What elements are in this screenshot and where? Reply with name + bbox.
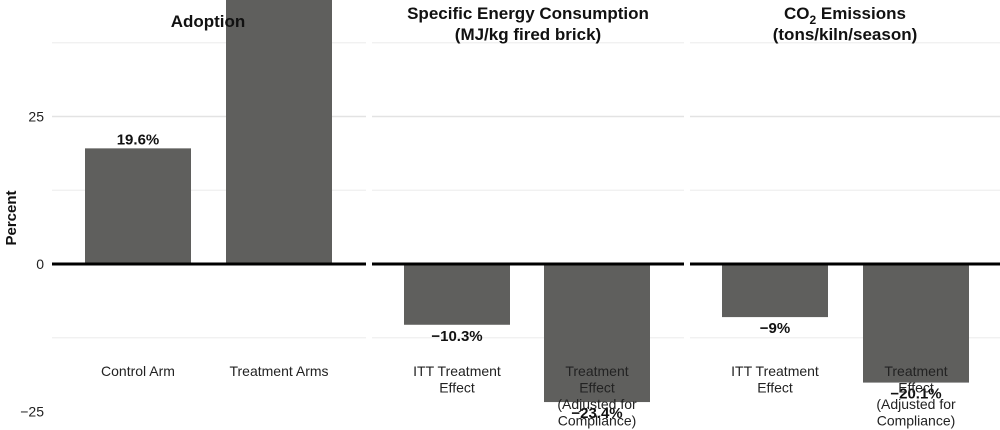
panel-separator [366,0,372,430]
panel-title-line: Specific Energy Consumption [407,4,649,23]
x-category-label: Compliance) [877,413,956,429]
bar [863,264,969,383]
bar-value-label: −23.4% [571,405,622,422]
bar-value-label: 19.6% [117,131,160,148]
x-category-label: Treatment [565,363,628,379]
bar-value-label: −9% [760,320,790,337]
panel-separator [684,0,690,430]
bar [404,264,510,325]
bar [226,0,332,264]
bar-value-label: −20.1% [890,386,941,403]
bar [722,264,828,318]
panel-title-line: CO2 Emissions [784,4,906,27]
y-tick-label: 0 [36,256,44,272]
x-category-label: Treatment Arms [229,363,328,379]
bar-value-label: −10.3% [431,328,482,345]
panel-title: Adoption [171,12,246,31]
x-category-label: Effect [439,380,475,396]
y-tick-label: 25 [28,109,44,125]
x-category-label: Treatment [884,363,947,379]
y-tick-label: −25 [20,404,44,420]
x-category-label: ITT Treatment [413,363,501,379]
x-category-label: Effect [898,380,934,396]
y-axis-label: Percent [3,190,20,245]
x-category-label: Effect [757,380,793,396]
x-category-label: Compliance) [558,413,637,429]
x-category-label: (Adjusted for [876,396,956,412]
x-category-label: ITT Treatment [731,363,819,379]
bar [544,264,650,403]
x-category-label: (Adjusted for [557,396,637,412]
bar [85,148,191,264]
x-category-label: Effect [579,380,615,396]
panel-title-line: (tons/kiln/season) [773,25,918,44]
x-category-label: Control Arm [101,363,175,379]
panel-title-line: (MJ/kg fired brick) [455,25,601,44]
